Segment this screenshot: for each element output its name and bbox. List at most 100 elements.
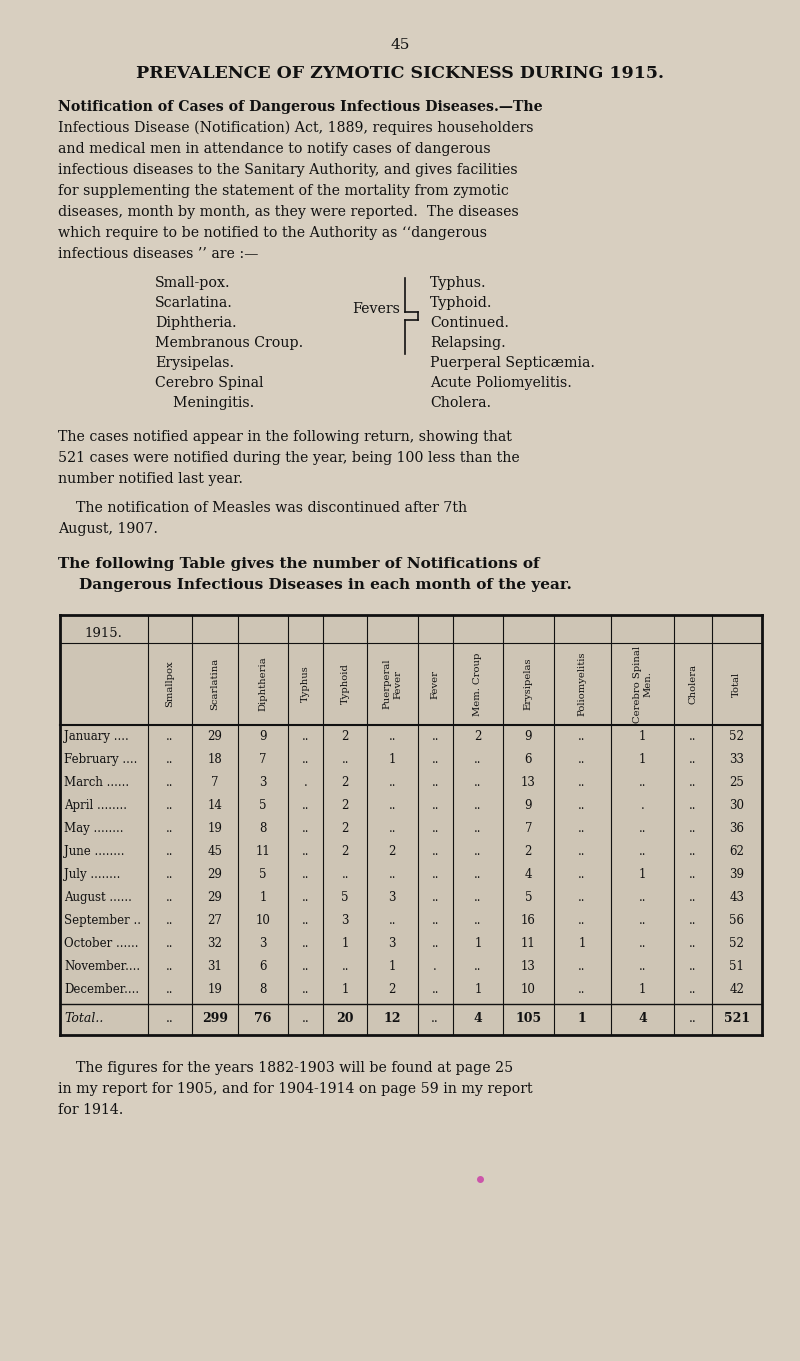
Text: Acute Poliomyelitis.: Acute Poliomyelitis. — [430, 376, 572, 391]
Text: Cholera.: Cholera. — [430, 396, 491, 410]
Text: 521: 521 — [724, 1013, 750, 1025]
Text: ..: .. — [342, 753, 349, 766]
Text: 521 cases were notified during the year, being 100 less than the: 521 cases were notified during the year,… — [58, 450, 520, 465]
Text: ..: .. — [474, 868, 482, 881]
Text: 4: 4 — [638, 1013, 647, 1025]
Text: 45: 45 — [207, 845, 222, 857]
Text: ..: .. — [474, 799, 482, 813]
Text: 4: 4 — [525, 868, 532, 881]
Text: ..: .. — [474, 915, 482, 927]
Text: ..: .. — [689, 1013, 697, 1025]
Text: 6: 6 — [259, 960, 266, 973]
Text: 11: 11 — [255, 845, 270, 857]
Text: 2: 2 — [474, 729, 482, 743]
Text: ..: .. — [689, 753, 697, 766]
Text: 25: 25 — [730, 776, 744, 789]
Text: 10: 10 — [255, 915, 270, 927]
Text: ..: .. — [166, 983, 174, 996]
Text: July ........: July ........ — [64, 868, 120, 881]
Text: ..: .. — [638, 822, 646, 836]
Text: ..: .. — [689, 983, 697, 996]
Text: Continued.: Continued. — [430, 316, 509, 329]
Text: 45: 45 — [390, 38, 410, 52]
Text: ..: .. — [578, 868, 586, 881]
Text: 29: 29 — [207, 868, 222, 881]
Text: ..: .. — [302, 822, 310, 836]
Text: for supplementing the statement of the mortality from zymotic: for supplementing the statement of the m… — [58, 184, 509, 197]
Text: ..: .. — [302, 729, 310, 743]
Text: August, 1907.: August, 1907. — [58, 523, 158, 536]
Text: ..: .. — [431, 845, 439, 857]
Text: Infectious Disease (Notification) Act, 1889, requires householders: Infectious Disease (Notification) Act, 1… — [58, 121, 534, 135]
Text: ..: .. — [474, 822, 482, 836]
Text: 2: 2 — [525, 845, 532, 857]
Text: ..: .. — [578, 753, 586, 766]
Text: ..: .. — [578, 891, 586, 904]
Text: ..: .. — [689, 799, 697, 813]
Text: ..: .. — [302, 983, 310, 996]
Text: PREVALENCE OF ZYMOTIC SICKNESS DURING 1915.: PREVALENCE OF ZYMOTIC SICKNESS DURING 19… — [136, 65, 664, 82]
Text: Puerperal
Fever: Puerperal Fever — [382, 659, 402, 709]
Text: .: . — [434, 960, 437, 973]
Text: August ......: August ...... — [64, 891, 132, 904]
Text: diseases, month by month, as they were reported.  The diseases: diseases, month by month, as they were r… — [58, 206, 518, 219]
Text: ..: .. — [638, 936, 646, 950]
Text: 9: 9 — [525, 729, 532, 743]
Text: ..: .. — [302, 915, 310, 927]
Text: 1: 1 — [638, 753, 646, 766]
Text: which require to be notified to the Authority as ‘‘dangerous: which require to be notified to the Auth… — [58, 226, 487, 240]
Text: 1: 1 — [259, 891, 266, 904]
Text: ..: .. — [689, 915, 697, 927]
Text: ..: .. — [342, 960, 349, 973]
Text: 5: 5 — [259, 868, 266, 881]
Text: 8: 8 — [259, 822, 266, 836]
Text: 4: 4 — [474, 1013, 482, 1025]
Text: November....: November.... — [64, 960, 140, 973]
Text: 36: 36 — [730, 822, 744, 836]
Text: 11: 11 — [521, 936, 536, 950]
Text: 6: 6 — [525, 753, 532, 766]
Text: ..: .. — [578, 729, 586, 743]
Text: 1: 1 — [578, 1013, 586, 1025]
Text: 7: 7 — [259, 753, 266, 766]
Text: ..: .. — [431, 868, 439, 881]
Text: ..: .. — [474, 845, 482, 857]
Text: 39: 39 — [730, 868, 744, 881]
Text: 8: 8 — [259, 983, 266, 996]
Text: ..: .. — [166, 915, 174, 927]
Text: The following Table gives the number of Notifications of: The following Table gives the number of … — [58, 557, 540, 572]
Text: Erysipelas.: Erysipelas. — [155, 357, 234, 370]
Text: 32: 32 — [207, 936, 222, 950]
Text: 52: 52 — [730, 936, 744, 950]
Text: ..: .. — [638, 891, 646, 904]
Text: ..: .. — [166, 776, 174, 789]
Text: 299: 299 — [202, 1013, 228, 1025]
Text: 56: 56 — [730, 915, 744, 927]
Text: for 1914.: for 1914. — [58, 1102, 123, 1117]
Text: 76: 76 — [254, 1013, 272, 1025]
Text: 10: 10 — [521, 983, 536, 996]
Text: 3: 3 — [342, 915, 349, 927]
Text: ..: .. — [474, 753, 482, 766]
Text: ..: .. — [166, 845, 174, 857]
Text: ..: .. — [431, 799, 439, 813]
Text: ..: .. — [431, 753, 439, 766]
Text: 9: 9 — [525, 799, 532, 813]
Text: ..: .. — [638, 915, 646, 927]
Text: ..: .. — [302, 753, 310, 766]
Text: .: . — [304, 776, 307, 789]
Text: ..: .. — [166, 822, 174, 836]
Text: ..: .. — [578, 960, 586, 973]
Text: Cerebro Spinal
Men.: Cerebro Spinal Men. — [633, 645, 652, 723]
Text: ..: .. — [474, 776, 482, 789]
Text: June ........: June ........ — [64, 845, 125, 857]
Text: ..: .. — [638, 845, 646, 857]
Text: ..: .. — [166, 891, 174, 904]
Text: infectious diseases to the Sanitary Authority, and gives facilities: infectious diseases to the Sanitary Auth… — [58, 163, 518, 177]
Text: Erysipelas: Erysipelas — [524, 657, 533, 710]
Text: Membranous Croup.: Membranous Croup. — [155, 336, 303, 350]
Text: ..: .. — [431, 729, 439, 743]
Text: ..: .. — [302, 960, 310, 973]
Text: ..: .. — [389, 799, 396, 813]
Text: Notification of Cases of Dangerous Infectious Diseases.—The: Notification of Cases of Dangerous Infec… — [58, 99, 542, 114]
